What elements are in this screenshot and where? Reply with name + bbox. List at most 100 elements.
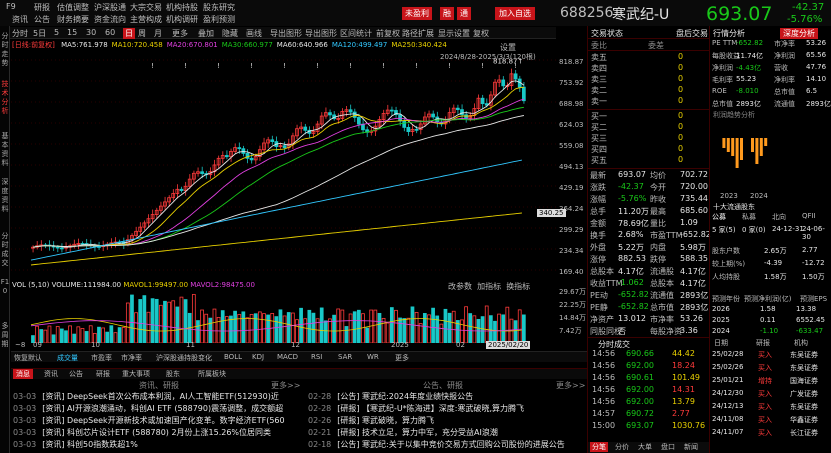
menu-block-trade[interactable]: 大宗交易: [130, 3, 162, 12]
side-tab-deep[interactable]: 深度资料: [1, 178, 9, 213]
indicator-tab[interactable]: 市净率: [121, 354, 142, 362]
btn-add-indicator[interactable]: 加指标: [477, 282, 502, 291]
trend-label: 利润趋势分析: [713, 111, 755, 119]
tb-daily[interactable]: 日: [123, 28, 135, 39]
holder-type-tab[interactable]: 北向: [772, 213, 786, 221]
tb-intraday[interactable]: 分时: [12, 29, 28, 38]
indicator-tab[interactable]: RSI: [311, 353, 323, 361]
tb-30min[interactable]: 30: [86, 28, 97, 37]
tb-5min[interactable]: 5: [54, 28, 60, 37]
tb-overlay[interactable]: 叠加: [198, 29, 214, 38]
indicator-tab[interactable]: 成交量: [57, 354, 78, 362]
kline-chart[interactable]: 818.87↑!!!!!!!!!!!!: [11, 50, 556, 280]
tb-weekly[interactable]: 周: [138, 29, 146, 38]
report-cell[interactable]: 25/02/28: [712, 350, 744, 358]
menu-f9[interactable]: F9: [6, 2, 16, 11]
tb-draw[interactable]: 画线: [246, 29, 262, 38]
news-item[interactable]: 03-03 [资讯] 科创50指数跌超1%: [13, 439, 138, 450]
indicator-tab[interactable]: 恢复默认: [14, 354, 42, 362]
tb-hide[interactable]: 隐藏: [222, 29, 238, 38]
tab-deep-analysis[interactable]: 深度分析: [780, 28, 818, 39]
add-watchlist-button[interactable]: 加入自选: [495, 7, 535, 20]
tb-path[interactable]: 路径扩展: [402, 29, 434, 38]
tab-trade-status[interactable]: 交易状态: [591, 29, 623, 38]
indicator-tab[interactable]: SAR: [338, 353, 353, 361]
tb-60min[interactable]: 60: [105, 28, 116, 37]
holder-type-tab[interactable]: 私募: [742, 213, 756, 221]
report-cell[interactable]: 24/11/08: [712, 415, 744, 423]
menu-announce[interactable]: 公告: [34, 15, 50, 24]
tick-tab[interactable]: 分笔: [590, 442, 608, 452]
news-item[interactable]: 03-03 [资讯] 科创芯片设计ETF (588780) 2月份上涨15.26%…: [13, 427, 271, 438]
report-cell[interactable]: 24/12/13: [712, 402, 744, 410]
news-tab[interactable]: 资讯: [44, 370, 58, 378]
indicator-tab[interactable]: 市盈率: [91, 354, 112, 362]
side-tab-multi[interactable]: 多周期: [1, 322, 9, 348]
tb-interval[interactable]: 区间统计: [340, 29, 372, 38]
chart-settings[interactable]: 设置: [500, 43, 516, 52]
menu-valuation[interactable]: 估值调整: [57, 3, 89, 12]
news-tab[interactable]: 股东: [166, 370, 180, 378]
holder-type-tab[interactable]: QFII: [802, 212, 816, 220]
indicator-tab[interactable]: 沪深股通持股变化: [156, 354, 212, 362]
news-tab[interactable]: 消息: [13, 369, 33, 379]
menu-business[interactable]: 主营构成: [130, 15, 162, 24]
tab-market-analysis[interactable]: 行情分析: [713, 29, 745, 38]
news-item[interactable]: 03-03 [资讯] DeepSeek首次公布成本利润，AI人工智能ETF(512…: [13, 391, 279, 402]
side-tab-intraday[interactable]: 分时走势: [1, 32, 9, 67]
side-tab-technical[interactable]: 技术分析: [1, 80, 9, 115]
announce-item[interactable]: 02-28 [研报] 【寒武纪-U*陈海进】深度:寒武破晓,算力腾飞: [308, 403, 524, 414]
news-tab[interactable]: 重大事项: [122, 370, 150, 378]
tb-more[interactable]: 更多: [172, 29, 188, 38]
indicator-tab[interactable]: MACD: [277, 353, 298, 361]
menu-connect[interactable]: 沪深股通: [94, 3, 126, 12]
report-cell[interactable]: 24/12/30: [712, 389, 744, 397]
news-more1[interactable]: 更多>>: [271, 381, 301, 390]
tb-adjust[interactable]: 前复权: [376, 29, 400, 38]
news-tab[interactable]: 所属板块: [198, 370, 226, 378]
menu-capital-flow[interactable]: 资金流向: [94, 15, 126, 24]
side-tab-ticks[interactable]: 分时成交: [1, 232, 9, 267]
side-tab-f10[interactable]: F10: [0, 278, 10, 295]
tb-display[interactable]: 显示设置: [438, 29, 470, 38]
tab-after-hours[interactable]: 盘后交易: [676, 29, 708, 38]
tick-tab[interactable]: 新闻: [684, 443, 698, 451]
indicator-tab[interactable]: WR: [367, 353, 379, 361]
news-more2[interactable]: 更多>>: [556, 381, 586, 390]
indicator-tab[interactable]: KDJ: [252, 353, 265, 361]
tick-tab[interactable]: 盘口: [661, 443, 675, 451]
report-cell[interactable]: 25/01/21: [712, 376, 744, 384]
tb-15min[interactable]: 15: [67, 28, 78, 37]
report-cell[interactable]: 25/02/26: [712, 363, 744, 371]
tb-monthly[interactable]: 月: [154, 29, 162, 38]
tb-fuquan[interactable]: 复权: [473, 29, 489, 38]
btn-change-param[interactable]: 改参数: [448, 282, 472, 291]
menu-finance[interactable]: 财务摘要: [57, 15, 89, 24]
tick-tab[interactable]: 大单: [638, 443, 652, 451]
side-tab-basic[interactable]: 基本资料: [1, 132, 9, 167]
news-tab[interactable]: 公告: [69, 370, 83, 378]
tb-5day[interactable]: 5日: [33, 29, 47, 38]
tb-export2[interactable]: 导出图形: [305, 29, 337, 38]
announce-item[interactable]: 02-26 [研报] 寒武破晓，算力腾飞: [308, 415, 434, 426]
announce-item[interactable]: 02-28 [公告] 寒武纪:2024年度业绩快报公告: [308, 391, 473, 402]
menu-inst-holding[interactable]: 机构持股: [166, 3, 198, 12]
menu-news[interactable]: 资讯: [12, 15, 28, 24]
report-cell[interactable]: 24/11/07: [712, 428, 744, 436]
indicator-tab[interactable]: BOLL: [224, 353, 242, 361]
menu-profit-forecast[interactable]: 盈利预测: [203, 15, 235, 24]
news-item[interactable]: 03-03 [资讯] DeepSeek开源新技术或加速国产化变革。数字经济ETF(…: [13, 415, 285, 426]
announce-item[interactable]: 02-18 [公告] 寒武纪:关于以集中竞价交易方式回购公司股份的进展公告: [308, 439, 565, 450]
menu-holder-research[interactable]: 股东研究: [203, 3, 235, 12]
menu-inst-survey[interactable]: 机构调研: [166, 15, 198, 24]
holder-type-tab[interactable]: 公募: [712, 213, 726, 221]
announce-item[interactable]: 02-21 [研报] 技术立足，算力中军，充分受益AI浪潮: [308, 427, 498, 438]
indicator-tab[interactable]: 更多: [395, 354, 409, 362]
tick-tab[interactable]: 分价: [615, 443, 629, 451]
news-item[interactable]: 03-03 [资讯] AI开源浪潮涌动，科创AI ETF (588790)震荡调整…: [13, 403, 283, 414]
menu-research[interactable]: 研报: [34, 3, 50, 12]
news-tab[interactable]: 研报: [96, 370, 110, 378]
btn-swap-indicator[interactable]: 换指标: [506, 282, 531, 291]
volume-chart[interactable]: [11, 291, 556, 343]
tb-export[interactable]: 导出图形: [270, 29, 302, 38]
